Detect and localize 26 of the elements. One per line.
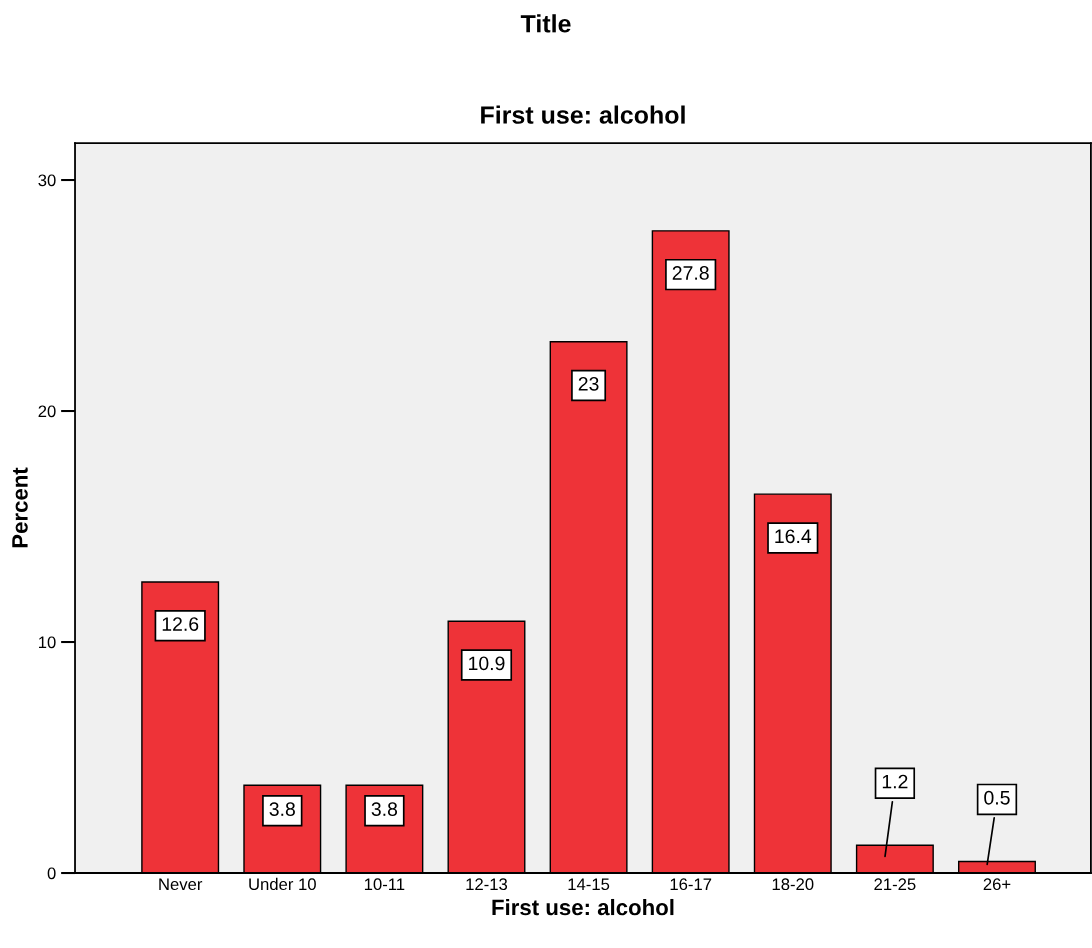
- x-tick-label: 16-17: [670, 878, 712, 891]
- x-tick-label: Under 10: [249, 877, 316, 891]
- y-tick-label: 20: [38, 405, 56, 418]
- data-label: 1.2: [882, 774, 908, 789]
- data-label: 3.8: [371, 802, 398, 816]
- data-label: 12.6: [162, 617, 199, 631]
- y-axis-title: Percent: [12, 467, 28, 548]
- x-tick-label: 26+: [983, 878, 1011, 891]
- x-tick-label: 18-20: [772, 878, 814, 891]
- y-tick-label: 30: [38, 174, 56, 187]
- data-label: 3.8: [269, 802, 295, 816]
- x-tick-label: 21-25: [874, 878, 916, 891]
- data-label: 23: [578, 376, 599, 391]
- chart-title: Title: [520, 14, 571, 33]
- y-tick-label: 0: [47, 867, 56, 880]
- data-label: 10.9: [469, 656, 505, 671]
- data-label: 27.8: [672, 266, 709, 280]
- y-tick-label: 10: [39, 636, 56, 649]
- x-tick-label: 12-13: [466, 878, 508, 891]
- x-tick-label: Never: [159, 878, 203, 891]
- data-label: 0.5: [984, 790, 1010, 805]
- x-axis-title: First use: alcohol: [492, 898, 674, 916]
- x-tick-label: 14-15: [568, 878, 610, 891]
- data-label: 16.4: [775, 529, 812, 544]
- x-tick-label: 10-11: [364, 878, 405, 891]
- chart-subtitle: First use: alcohol: [481, 105, 685, 124]
